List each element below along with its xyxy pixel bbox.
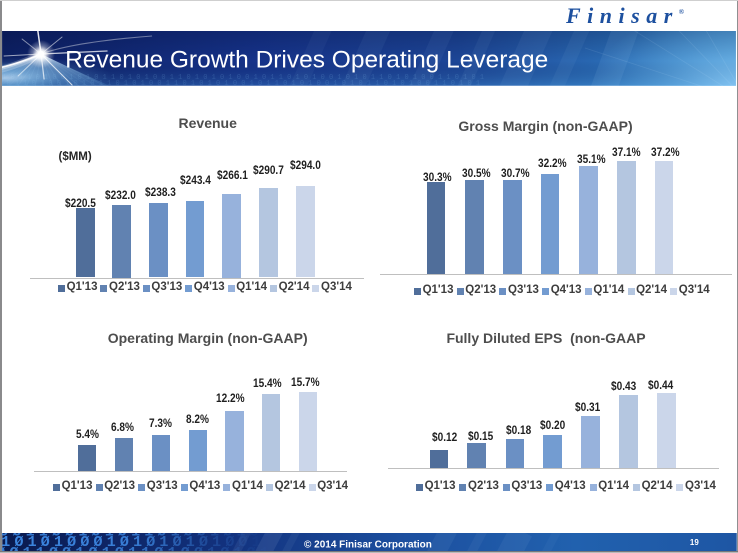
svg-text:1 0 1 1 0 1 0 0 1 0 1 0 1 1 0: 1 0 1 1 0 1 0 0 1 0 1 0 1 1 0 1 0 1 0 0 … bbox=[2, 80, 480, 86]
svg-text:19: 19 bbox=[689, 538, 698, 547]
svg-text:© 2014 Finisar Corporation: © 2014 Finisar Corporation bbox=[304, 539, 432, 550]
svg-text:ØØ11ØØ1Ø1Ø11Ø1ØØ1Ø1Ø1: ØØ11ØØ1Ø1Ø11Ø1ØØ1Ø1Ø1 bbox=[2, 546, 273, 551]
svg-text:1 0 1 1 0 1 0 0 1 0 1 0 1 1 0: 1 0 1 1 0 1 0 0 1 0 1 0 1 1 0 1 0 1 0 0 … bbox=[2, 74, 484, 82]
svg-text:ØØ11ØØ1Ø1Ø11Ø1ØØ1Ø1Ø1: ØØ11ØØ1Ø1Ø11Ø1ØØ1Ø1Ø1 bbox=[2, 533, 276, 541]
svg-text:Revenue Growth Drives Operatin: Revenue Growth Drives Operating Leverage bbox=[65, 47, 548, 74]
svg-text:1Ø1Ø1ØØØ1Ø1Ø1Ø1Ø1ØØ1: 1Ø1Ø1ØØØ1Ø1Ø1Ø1Ø1ØØ1 bbox=[2, 535, 265, 551]
